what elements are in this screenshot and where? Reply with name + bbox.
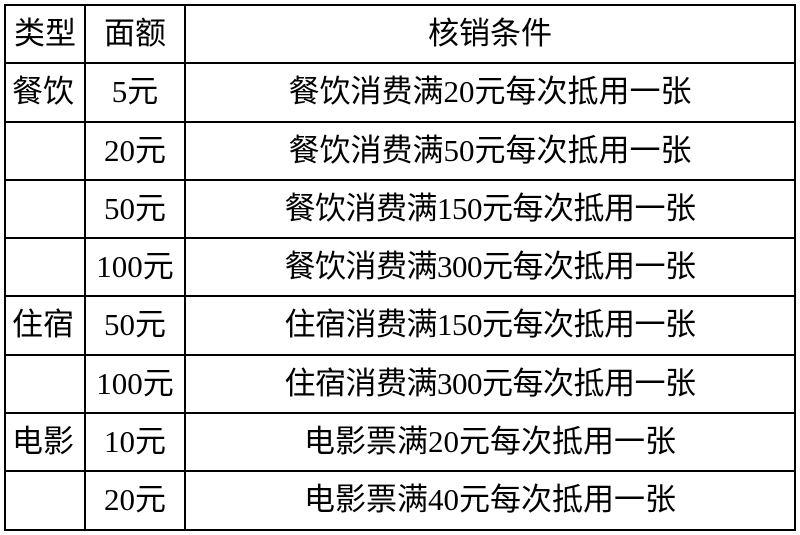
header-condition: 核销条件: [185, 5, 795, 63]
table-row: 住宿 50元 住宿消费满150元每次抵用一张: [5, 296, 795, 354]
header-type: 类型: [5, 5, 85, 63]
cell-condition: 餐饮消费满20元每次抵用一张: [185, 63, 795, 121]
cell-type: [5, 238, 85, 296]
table-row: 100元 住宿消费满300元每次抵用一张: [5, 355, 795, 413]
cell-amount: 100元: [85, 238, 185, 296]
cell-type: [5, 180, 85, 238]
cell-condition: 餐饮消费满150元每次抵用一张: [185, 180, 795, 238]
cell-type: [5, 122, 85, 180]
cell-type: 餐饮: [5, 63, 85, 121]
table-row: 电影 10元 电影票满20元每次抵用一张: [5, 413, 795, 471]
table-header-row: 类型 面额 核销条件: [5, 5, 795, 63]
cell-type: 住宿: [5, 296, 85, 354]
table-row: 20元 餐饮消费满50元每次抵用一张: [5, 122, 795, 180]
cell-condition: 餐饮消费满300元每次抵用一张: [185, 238, 795, 296]
cell-amount: 10元: [85, 413, 185, 471]
cell-type: 电影: [5, 413, 85, 471]
cell-condition: 电影票满20元每次抵用一张: [185, 413, 795, 471]
cell-amount: 50元: [85, 296, 185, 354]
table-row: 餐饮 5元 餐饮消费满20元每次抵用一张: [5, 63, 795, 121]
cell-amount: 5元: [85, 63, 185, 121]
cell-type: [5, 355, 85, 413]
cell-condition: 餐饮消费满50元每次抵用一张: [185, 122, 795, 180]
table-row: 20元 电影票满40元每次抵用一张: [5, 471, 795, 529]
table-row: 100元 餐饮消费满300元每次抵用一张: [5, 238, 795, 296]
voucher-table: 类型 面额 核销条件 餐饮 5元 餐饮消费满20元每次抵用一张 20元 餐饮消费…: [4, 4, 796, 531]
cell-amount: 50元: [85, 180, 185, 238]
header-amount: 面额: [85, 5, 185, 63]
cell-amount: 20元: [85, 122, 185, 180]
cell-condition: 住宿消费满150元每次抵用一张: [185, 296, 795, 354]
table-row: 50元 餐饮消费满150元每次抵用一张: [5, 180, 795, 238]
cell-condition: 电影票满40元每次抵用一张: [185, 471, 795, 529]
cell-amount: 100元: [85, 355, 185, 413]
cell-type: [5, 471, 85, 529]
cell-amount: 20元: [85, 471, 185, 529]
cell-condition: 住宿消费满300元每次抵用一张: [185, 355, 795, 413]
